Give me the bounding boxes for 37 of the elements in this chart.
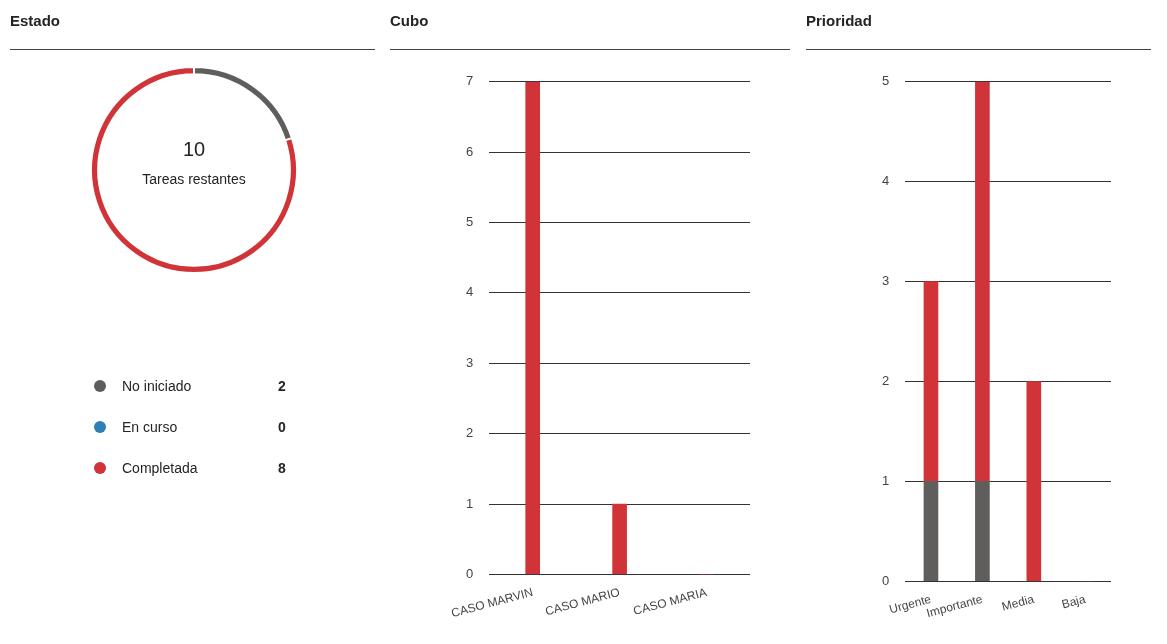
y-tick-label: 7 (466, 73, 474, 89)
legend-label: No iniciado (122, 378, 193, 394)
y-tick-label: 1 (466, 495, 474, 511)
bar (1026, 381, 1042, 582)
data-label: 2 (278, 378, 286, 394)
x-tick-label: CASO MARIO (543, 584, 622, 619)
y-tick-label: 3 (882, 273, 890, 289)
y-tick-label: 5 (882, 73, 890, 89)
y-tick-label: 1 (882, 472, 890, 488)
y-tick-label: 3 (466, 354, 474, 370)
bar (612, 503, 627, 575)
legend-label: En curso (122, 419, 179, 435)
bar (525, 81, 541, 575)
y-tick-label: 0 (466, 565, 474, 581)
chart-title: Estado (10, 12, 61, 29)
y-tick-label: 6 (466, 143, 474, 159)
y-tick-label: 5 (466, 214, 474, 230)
y-tick-label: 4 (882, 173, 890, 189)
x-tick-label: Media (1000, 591, 1036, 614)
text: 10 (181, 138, 207, 161)
x-tick-label: Baja (1060, 591, 1088, 612)
x-tick-label: CASO MARVIN (449, 584, 535, 621)
text: 0 (278, 419, 286, 435)
y-tick-label: 4 (466, 284, 474, 300)
data-label: 8 (278, 460, 286, 476)
y-tick-label: 2 (466, 425, 474, 441)
bar (923, 281, 939, 482)
text: Tareas restantes (141, 171, 247, 187)
legend-label: Completada (122, 460, 199, 476)
bar (975, 481, 990, 582)
bar (923, 481, 939, 582)
x-tick-label: CASO MARIA (631, 584, 709, 618)
y-tick-label: 2 (882, 373, 890, 389)
chart-title: Prioridad (806, 12, 872, 29)
y-tick-label: 0 (882, 572, 890, 588)
chart-title: Cubo (390, 12, 429, 29)
bar (975, 81, 990, 482)
